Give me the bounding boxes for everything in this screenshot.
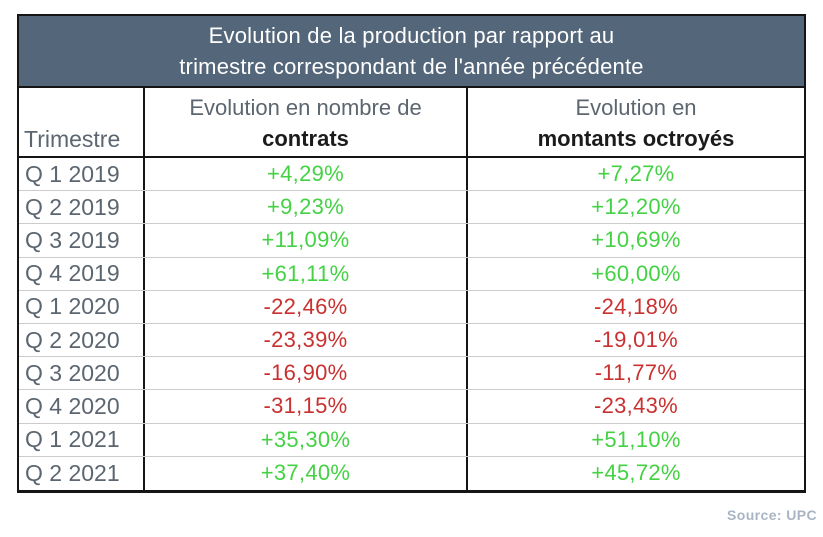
column-header-montants: Evolution en montants octroyés [468, 88, 804, 156]
table-row: Q 2 2021 +37,40% +45,72% [19, 456, 804, 490]
amounts-value: -19,01% [593, 327, 679, 353]
table-row: Q 1 2021 +35,30% +51,10% [19, 423, 804, 457]
table-row: Q 2 2020 -23,39% -19,01% [19, 323, 804, 358]
table-row: Q 1 2019 +4,29% +7,27% [19, 158, 804, 192]
contracts-value: +4,29% [145, 158, 468, 191]
contracts-value: +9,23% [145, 191, 468, 224]
column-header-trimestre: Trimestre [19, 88, 145, 156]
amounts-value: +7,27% [597, 161, 675, 187]
amounts-value: -11,77% [594, 360, 678, 386]
quarter-label: Q 1 2019 [19, 158, 145, 191]
contracts-value: +37,40% [145, 456, 468, 490]
amounts-value: +12,20% [591, 194, 681, 220]
column-header-contrats-line1: Evolution en nombre de [189, 95, 422, 120]
table-row: Q 1 2020 -22,46% -24,18% [19, 290, 804, 324]
contracts-value: +61,11% [145, 257, 468, 290]
column-header-contrats: Evolution en nombre de contrats [145, 88, 468, 156]
quarter-label: Q 2 2020 [19, 323, 145, 357]
table-body: Q 1 2019 +4,29% +7,27% Q 2 2019 +9,23% +… [19, 158, 804, 490]
amounts-value: +45,72% [591, 460, 681, 486]
contracts-value: -22,46% [145, 290, 468, 323]
quarter-label: Q 4 2019 [19, 257, 145, 290]
contracts-value: -23,39% [145, 323, 468, 357]
column-header-montants-line2: montants octroyés [537, 126, 735, 151]
table-row: Q 3 2019 +11,09% +10,69% [19, 224, 804, 258]
contracts-value: -31,15% [145, 390, 468, 423]
title-line-2: trimestre correspondant de l'année précé… [179, 54, 644, 79]
column-header-contrats-line2: contrats [262, 126, 349, 151]
amounts-value: -23,43% [593, 393, 679, 419]
quarter-label: Q 3 2020 [19, 357, 145, 390]
quarter-label: Q 2 2019 [19, 191, 145, 224]
production-evolution-table: Evolution de la production par rapport a… [17, 14, 806, 493]
contracts-value: -16,90% [145, 357, 468, 390]
table-row: Q 3 2020 -16,90% -11,77% [19, 357, 804, 391]
amounts-value: +51,10% [591, 426, 681, 452]
quarter-label: Q 1 2020 [19, 290, 145, 323]
table-row: Q 4 2019 +61,11% +60,00% [19, 257, 804, 291]
amounts-value: +10,69% [591, 227, 681, 253]
source-credit: Source: UPC [727, 507, 817, 523]
table-header-row: Trimestre Evolution en nombre de contrat… [19, 88, 804, 158]
amounts-value: -24,18% [593, 293, 679, 319]
table-row: Q 2 2019 +9,23% +12,20% [19, 191, 804, 225]
quarter-label: Q 2 2021 [19, 456, 145, 490]
contracts-value: +35,30% [145, 423, 468, 456]
amounts-value: +60,00% [591, 260, 681, 286]
title-line-1: Evolution de la production par rapport a… [208, 23, 615, 48]
table-title: Evolution de la production par rapport a… [19, 16, 804, 88]
table-row: Q 4 2020 -31,15% -23,43% [19, 390, 804, 424]
quarter-label: Q 1 2021 [19, 423, 145, 456]
quarter-label: Q 3 2019 [19, 224, 145, 257]
quarter-label: Q 4 2020 [19, 390, 145, 423]
contracts-value: +11,09% [145, 224, 468, 257]
column-header-montants-line1: Evolution en [575, 95, 697, 120]
